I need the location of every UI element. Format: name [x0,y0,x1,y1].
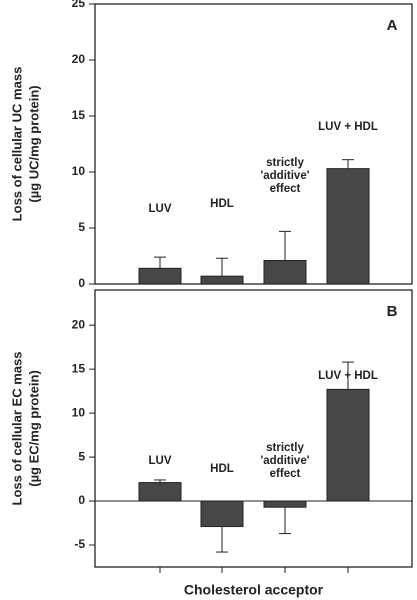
bar [200,500,244,528]
bar [138,482,182,502]
plot-frame [94,3,413,285]
y-tick-label: 25 [72,0,86,10]
bar-label: LUV + HDL [318,121,378,133]
bar-label: strictly 'additive' effect [260,157,310,195]
y-tick-label: 5 [78,220,85,234]
y-tick-label: 5 [78,449,85,463]
y-tick-label: -5 [74,537,85,551]
y-tick-label: 15 [72,361,86,375]
y-tick-label: 20 [72,317,86,331]
y-tick-label: 10 [72,405,86,419]
y-axis-label: Loss of cellular UC mass [9,67,24,222]
panel-label: B [387,303,398,320]
bar [263,259,307,285]
bar [263,500,307,508]
bar [138,267,182,285]
bar-label: strictly 'additive' effect [260,442,310,480]
panel-label: A [387,17,398,34]
x-axis-label: Cholesterol acceptor [184,582,324,598]
y-axis-label: (µg EC/mg protein) [26,370,41,487]
plot-frame [94,289,413,568]
bar-label: LUV [148,455,172,467]
y-axis-label: Loss of cellular EC mass [9,352,24,506]
y-tick-label: 10 [72,164,86,178]
y-tick-label: 15 [72,108,86,122]
y-tick-label: 0 [78,493,85,507]
bar-label: HDL [210,198,234,210]
y-axis-label: (µg UC/mg protein) [26,85,41,202]
bar-label: LUV [148,203,172,215]
y-tick-label: 0 [78,276,85,290]
bar [326,388,370,502]
bar [326,168,370,285]
bar [200,275,244,285]
y-tick-label: 20 [72,52,86,66]
bar-label: LUV + HDL [318,370,378,382]
bar-label: HDL [210,463,234,475]
